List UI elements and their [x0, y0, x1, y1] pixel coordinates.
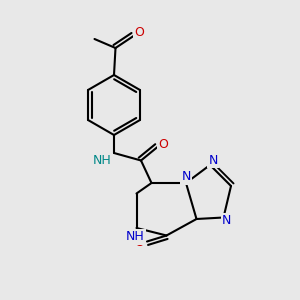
Text: O: O — [135, 26, 144, 40]
Text: O: O — [135, 236, 144, 250]
Text: N: N — [181, 170, 191, 184]
Text: NH: NH — [93, 154, 111, 167]
Text: N: N — [222, 214, 231, 227]
Text: O: O — [159, 137, 168, 151]
Text: N: N — [208, 154, 218, 167]
Text: NH: NH — [126, 230, 144, 244]
